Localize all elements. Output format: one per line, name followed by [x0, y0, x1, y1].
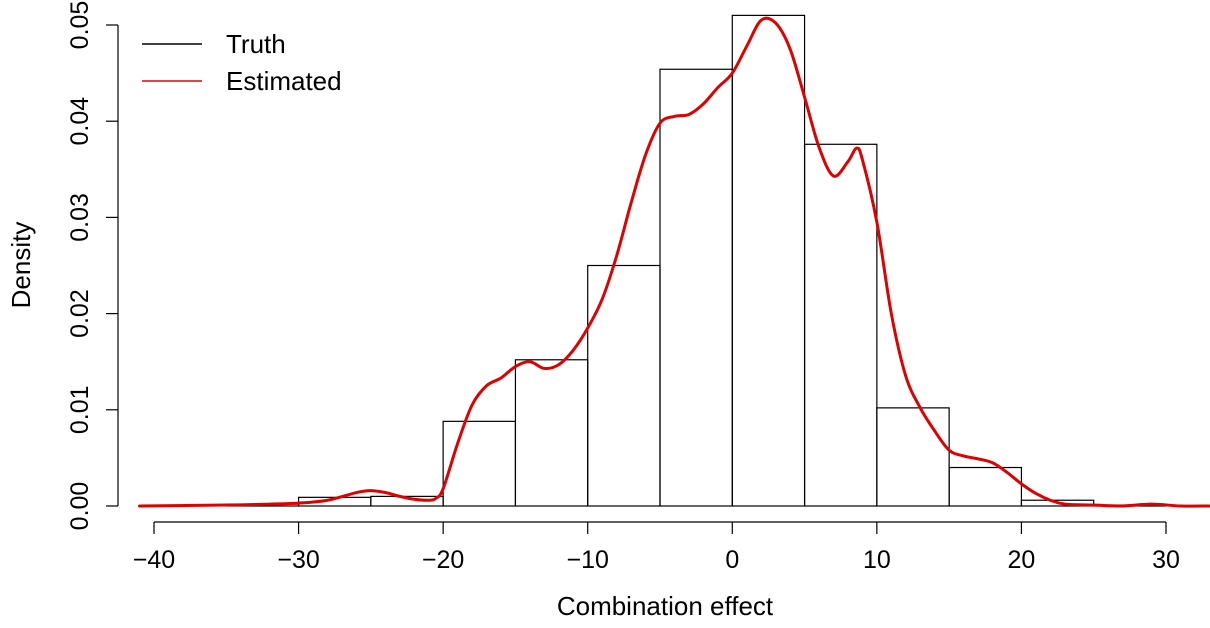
histogram-bar-7: [731, 14, 806, 507]
axis-labels: Combination effect Density: [6, 222, 774, 621]
y-tick-label-3: 0.03: [66, 193, 94, 242]
y-tick-label-2: 0.02: [66, 289, 94, 338]
legend: Truth Estimated: [142, 29, 342, 96]
x-axis: −40 −30 −20 −10 0 10 20 30: [133, 521, 1180, 574]
y-tick-label-4: 0.04: [66, 97, 94, 146]
legend-label-truth: Truth: [226, 29, 286, 59]
x-tick-label-5: 10: [863, 546, 891, 574]
histogram-bar-10: [948, 466, 1023, 507]
histogram-bar-6: [659, 68, 733, 507]
x-tick-label-7: 30: [1152, 546, 1180, 574]
x-tick-label-3: −10: [567, 546, 609, 574]
x-axis-label: Combination effect: [557, 591, 774, 621]
x-tick-label-2: −20: [422, 546, 464, 574]
density-curve-layer: [138, 16, 1210, 508]
x-tick-label-4: 0: [725, 546, 739, 574]
y-tick-label-1: 0.01: [66, 385, 94, 434]
histogram-bar-5: [587, 264, 661, 507]
legend-label-estimated: Estimated: [226, 66, 342, 96]
histogram-bar-3: [442, 420, 517, 507]
histogram-bar-8: [803, 143, 878, 507]
y-tick-label-5: 0.05: [66, 1, 94, 50]
y-axis: 0.00 0.01 0.02 0.03 0.04 0.05: [66, 1, 119, 531]
histogram-bar-9: [876, 407, 950, 507]
y-tick-label-0: 0.00: [66, 482, 94, 531]
x-tick-label-6: 20: [1008, 546, 1036, 574]
histogram-bar-11: [1020, 499, 1095, 507]
y-axis-label: Density: [6, 222, 36, 309]
histogram-bars: [225, 14, 1167, 507]
x-tick-label-0: −40: [133, 546, 175, 574]
histogram-bar-4: [514, 359, 589, 507]
x-tick-label-1: −30: [277, 546, 319, 574]
density-curve-estimated: [138, 16, 1210, 508]
